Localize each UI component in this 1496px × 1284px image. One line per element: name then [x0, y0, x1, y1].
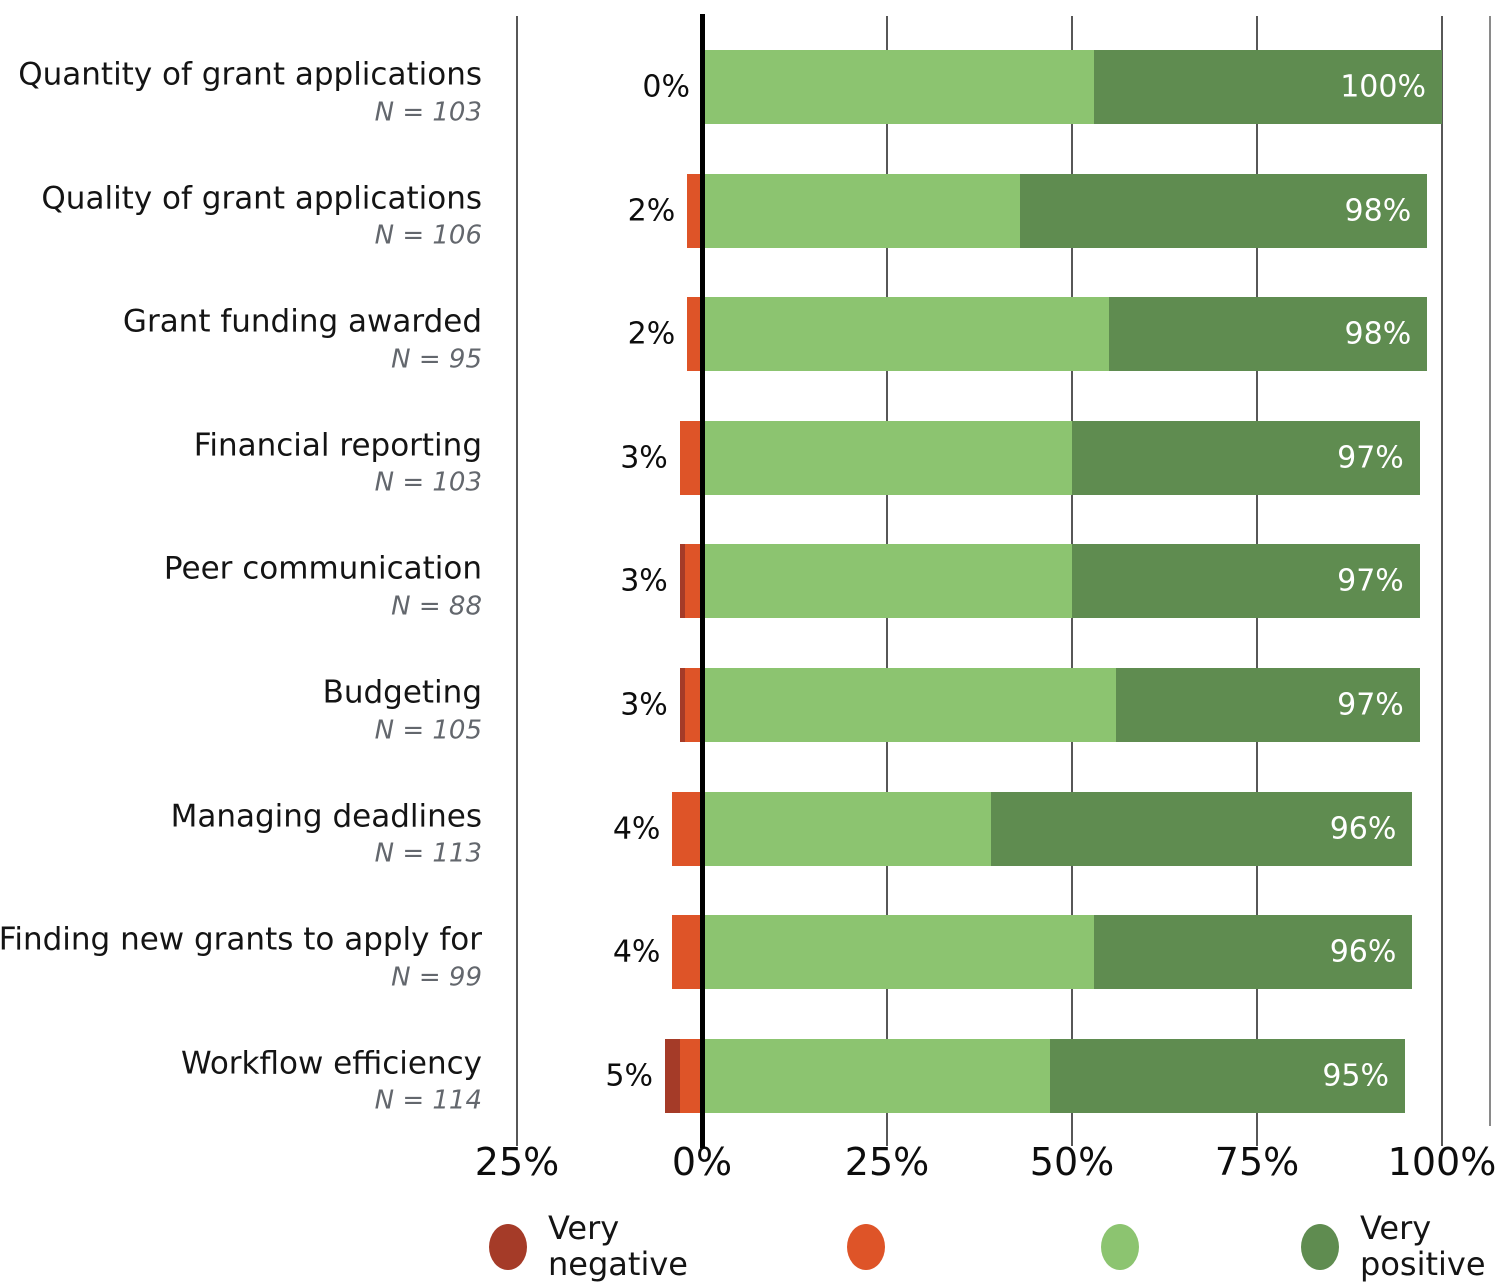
category-label-block: Grant funding awarded N = 95 — [122, 303, 482, 376]
x-axis-tick-label: 50% — [1029, 1140, 1115, 1184]
bar-segment-very-positive[interactable] — [1094, 50, 1442, 124]
bar-segment-very-positive[interactable] — [1020, 173, 1428, 248]
category-label: Finding new grants to apply for — [0, 921, 482, 958]
bar-segment-very-negative[interactable] — [665, 1038, 680, 1113]
positive-percent-label: 97% — [1337, 563, 1404, 599]
bar-segment-very-positive[interactable] — [1072, 544, 1420, 619]
category-label: Quality of grant applications — [41, 180, 482, 217]
positive-percent-label: 95% — [1322, 1058, 1389, 1094]
category-label-block: Budgeting N = 105 — [322, 674, 482, 747]
bar-segment-very-positive[interactable] — [1109, 297, 1428, 372]
negative-percent-label: 3% — [620, 563, 668, 599]
negative-percent-label: 4% — [612, 811, 661, 847]
category-n-label: N = 99 — [391, 962, 482, 993]
category-label-block: Managing deadlines N = 113 — [171, 799, 482, 870]
negative-percent-label: 0% — [642, 69, 690, 105]
x-axis-tick-label: 25% — [474, 1140, 560, 1184]
category-label-block: Financial reporting N = 103 — [194, 428, 482, 499]
bar-segment-positive[interactable] — [702, 173, 1021, 248]
bar-segment-very-positive[interactable] — [1072, 420, 1420, 495]
negative-percent-label: 3% — [620, 440, 668, 476]
category-n-label: N = 95 — [391, 344, 482, 375]
bar-segment-negative[interactable] — [687, 297, 702, 372]
bar-segment-very-positive[interactable] — [1049, 1038, 1405, 1113]
bar-segment-very-negative[interactable] — [679, 668, 685, 742]
bar-segment-negative[interactable] — [684, 544, 702, 619]
bar-segment-very-positive[interactable] — [990, 791, 1413, 866]
bar-segment-negative[interactable] — [684, 668, 702, 742]
negative-percent-label: 2% — [627, 316, 676, 352]
gridline-100% — [1441, 16, 1443, 1146]
category-label-block: Quantity of grant applications N = 103 — [18, 56, 482, 129]
category-label-block: Workflow efficiency N = 114 — [181, 1046, 482, 1117]
x-axis-tick-label: 100% — [1387, 1140, 1496, 1184]
positive-percent-label: 100% — [1340, 69, 1426, 105]
bar-segment-positive[interactable] — [702, 791, 991, 866]
category-label-block: Quality of grant applications N = 106 — [41, 181, 482, 252]
category-n-label: N = 88 — [391, 591, 482, 622]
negative-percent-label: 3% — [620, 687, 668, 723]
positive-percent-label: 96% — [1329, 934, 1397, 970]
category-label-block: Finding new grants to apply for N = 99 — [0, 921, 482, 994]
negative-percent-label: 4% — [612, 934, 661, 970]
category-label: Grant funding awarded — [122, 303, 482, 340]
bar-segment-positive[interactable] — [702, 420, 1072, 495]
bar-segment-very-positive[interactable] — [1094, 915, 1413, 990]
negative-percent-label: 2% — [627, 193, 676, 229]
x-axis-tick-label: 75% — [1214, 1140, 1300, 1184]
category-n-label: N = 103 — [374, 97, 482, 128]
bar-segment-very-positive[interactable] — [1116, 668, 1420, 742]
positive-percent-label: 97% — [1337, 440, 1404, 476]
legend-dot-very_positive — [1301, 1224, 1339, 1270]
bar-segment-negative[interactable] — [687, 173, 702, 248]
bar-segment-positive[interactable] — [702, 50, 1095, 124]
positive-percent-label: 98% — [1344, 193, 1412, 229]
category-n-label: N = 113 — [374, 838, 482, 869]
category-label: Managing deadlines — [170, 798, 482, 835]
negative-percent-label: 5% — [605, 1058, 653, 1094]
category-label: Financial reporting — [193, 427, 482, 464]
plot-right-border — [1489, 16, 1491, 1126]
category-label-block: Peer communication N = 88 — [163, 550, 482, 623]
category-label: Budgeting — [322, 674, 482, 711]
legend-label-very_positive: Very positive — [1360, 1209, 1486, 1284]
gridline-25% — [516, 16, 518, 1146]
legend-label-very_negative: Very negative — [548, 1209, 688, 1284]
bar-segment-negative[interactable] — [679, 420, 702, 495]
legend-dot-very_negative — [489, 1224, 527, 1270]
category-n-label: N = 114 — [374, 1086, 482, 1117]
positive-percent-label: 96% — [1329, 811, 1397, 847]
bar-segment-negative[interactable] — [672, 791, 702, 866]
bar-segment-negative[interactable] — [679, 1038, 702, 1113]
positive-percent-label: 98% — [1344, 316, 1412, 352]
x-axis-tick-label: 25% — [844, 1140, 930, 1184]
category-n-label: N = 106 — [374, 220, 482, 251]
bar-segment-positive[interactable] — [702, 297, 1109, 372]
bar-segment-positive[interactable] — [702, 915, 1095, 990]
category-label: Workflow efficiency — [180, 1045, 482, 1082]
category-label: Peer communication — [163, 550, 482, 587]
bar-segment-negative[interactable] — [672, 915, 702, 990]
zero-axis-line — [699, 14, 705, 1148]
category-n-label: N = 105 — [374, 715, 482, 746]
category-label: Quantity of grant applications — [18, 56, 482, 93]
bar-segment-positive[interactable] — [702, 668, 1117, 742]
legend-dot-positive — [1101, 1224, 1139, 1270]
legend-dot-negative — [847, 1224, 885, 1270]
category-n-label: N = 103 — [374, 468, 482, 499]
bar-segment-positive[interactable] — [702, 544, 1072, 619]
bar-segment-very-negative[interactable] — [679, 544, 685, 619]
bar-segment-positive[interactable] — [702, 1038, 1050, 1113]
positive-percent-label: 97% — [1337, 687, 1404, 723]
